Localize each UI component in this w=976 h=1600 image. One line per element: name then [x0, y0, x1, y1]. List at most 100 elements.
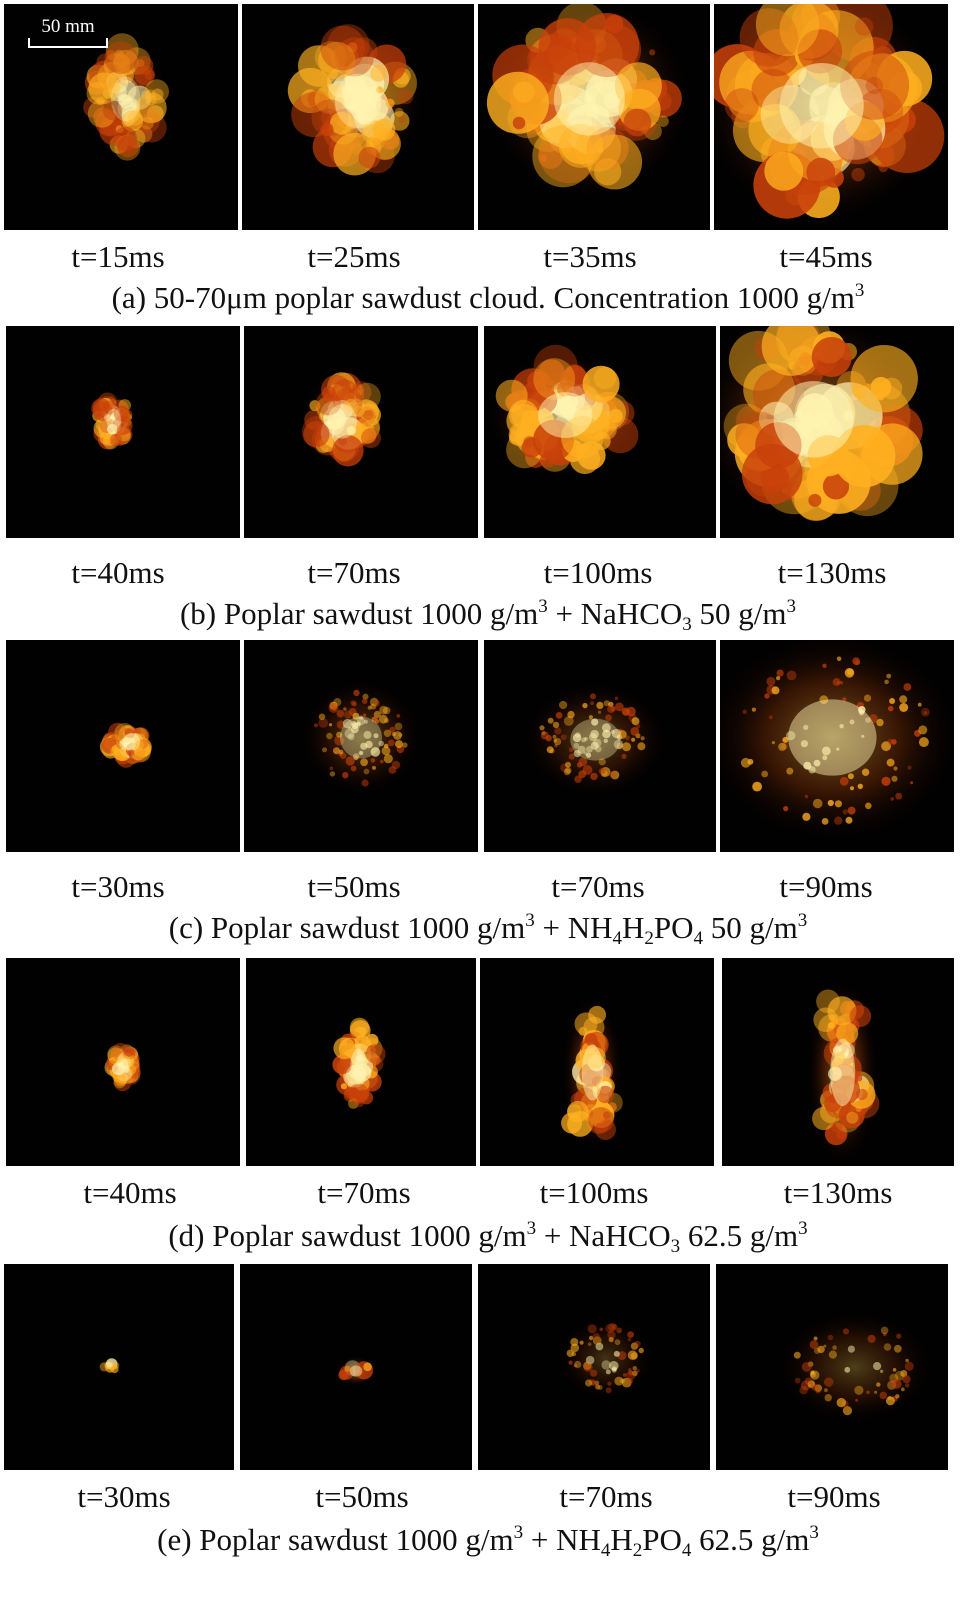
flame-particle: [808, 493, 822, 507]
flame-particle: [109, 433, 123, 446]
flame-particle: [904, 1361, 914, 1371]
flame-particle: [895, 792, 903, 800]
flame-particle: [402, 742, 408, 748]
flame-particle: [865, 717, 871, 723]
flame-particle: [904, 1383, 910, 1388]
flame-particle: [625, 735, 630, 741]
time-label-e-3: t=70ms: [559, 1479, 653, 1514]
flame-core: [106, 408, 122, 430]
flame-particle: [350, 700, 357, 706]
flame-particle: [363, 1362, 372, 1372]
flame-particle: [807, 1380, 816, 1388]
time-label-e-4: t=90ms: [787, 1479, 881, 1514]
time-label-a-3: t=35ms: [543, 239, 637, 274]
flame-particle: [632, 1370, 638, 1377]
flame-particle: [314, 84, 344, 114]
flame-particle: [583, 1362, 593, 1372]
flame-particle: [582, 365, 620, 403]
flame-core: [773, 381, 854, 458]
flame-particle: [373, 700, 380, 707]
flame-particle: [847, 806, 856, 815]
flame-particle: [338, 749, 344, 755]
flame-particle: [93, 418, 113, 438]
flame-particle: [127, 110, 143, 126]
flame-particle: [355, 416, 380, 441]
flame-particle: [891, 739, 897, 745]
flame-particle: [584, 751, 588, 755]
flame-particle: [863, 694, 872, 702]
flame-particle: [333, 707, 337, 711]
flame-particle: [587, 1342, 592, 1346]
flame-particle: [351, 721, 357, 727]
flame-particle: [385, 98, 395, 108]
time-label-b-3: t=100ms: [543, 555, 653, 590]
flame-particle: [842, 697, 847, 702]
flame-particle: [631, 737, 636, 742]
flame-particle: [322, 747, 327, 753]
flame-particle: [102, 119, 120, 137]
flame-particle: [626, 1370, 636, 1380]
flame-particle: [88, 72, 120, 105]
flame-particle: [103, 433, 116, 447]
flame-particle: [845, 816, 853, 824]
flame-particle: [836, 1397, 846, 1408]
flame-photo-d-3: [480, 958, 714, 1166]
flame-particle: [613, 739, 624, 750]
flame-particle: [601, 1360, 611, 1370]
flame-particle: [591, 404, 602, 415]
scale-bar: 50 mm: [26, 16, 110, 48]
flame-particle: [329, 766, 334, 771]
flame-particle: [800, 740, 808, 748]
flame-particle: [621, 753, 627, 759]
flame-particle: [114, 743, 122, 751]
time-label-a-2: t=25ms: [307, 239, 401, 274]
flame-particle: [333, 747, 337, 752]
flame-particle: [854, 1385, 864, 1395]
flame-particle: [755, 4, 820, 57]
flame-particle: [538, 143, 564, 169]
flame-particle: [563, 768, 571, 776]
flame-particle: [342, 718, 353, 729]
flame-particle: [867, 1334, 876, 1343]
flame-photo-c-1: [6, 640, 240, 852]
flame-particle: [486, 71, 549, 134]
flame-particle: [605, 1369, 611, 1375]
flame-particle: [332, 379, 357, 404]
flame-particle: [896, 1333, 902, 1339]
flame-particle: [358, 750, 363, 756]
flame-particle: [113, 433, 127, 446]
flame-particle: [868, 714, 878, 724]
flame-core: [349, 1365, 363, 1377]
flame-particle: [842, 809, 848, 815]
flame-particle: [607, 1330, 616, 1340]
flame-particle: [533, 358, 576, 400]
flame-particle: [764, 693, 770, 699]
flame-particle: [605, 1323, 615, 1333]
flame-particle: [344, 710, 352, 719]
time-label-c-3: t=70ms: [551, 869, 645, 904]
flame-image: [489, 344, 641, 477]
flame-particle: [822, 755, 828, 761]
flame-image: [525, 683, 665, 796]
flame-particle: [582, 702, 588, 709]
flame-particle: [873, 1362, 882, 1371]
flame-particle: [344, 1365, 351, 1372]
flame-particle: [627, 1378, 633, 1384]
flame-particle: [394, 722, 403, 731]
flame-particle: [815, 1388, 821, 1394]
flame-particle: [592, 1333, 600, 1341]
flame-particle: [540, 731, 549, 740]
flame-particle: [813, 759, 821, 767]
flame-particle: [573, 1363, 578, 1368]
flame-particle: [568, 1360, 573, 1365]
flame-particle: [614, 62, 662, 110]
flame-particle: [630, 1342, 639, 1350]
panel-caption-c: (c) Poplar sawdust 1000 g/m3 + NH4H2PO4 …: [168, 910, 808, 949]
flame-particle: [865, 76, 884, 95]
flame-particle: [616, 1327, 622, 1334]
flame-particle: [125, 1048, 134, 1057]
flame-particle: [881, 741, 891, 752]
flame-particle: [724, 88, 759, 123]
flame-particle: [842, 1328, 850, 1335]
flame-particle: [590, 693, 596, 700]
